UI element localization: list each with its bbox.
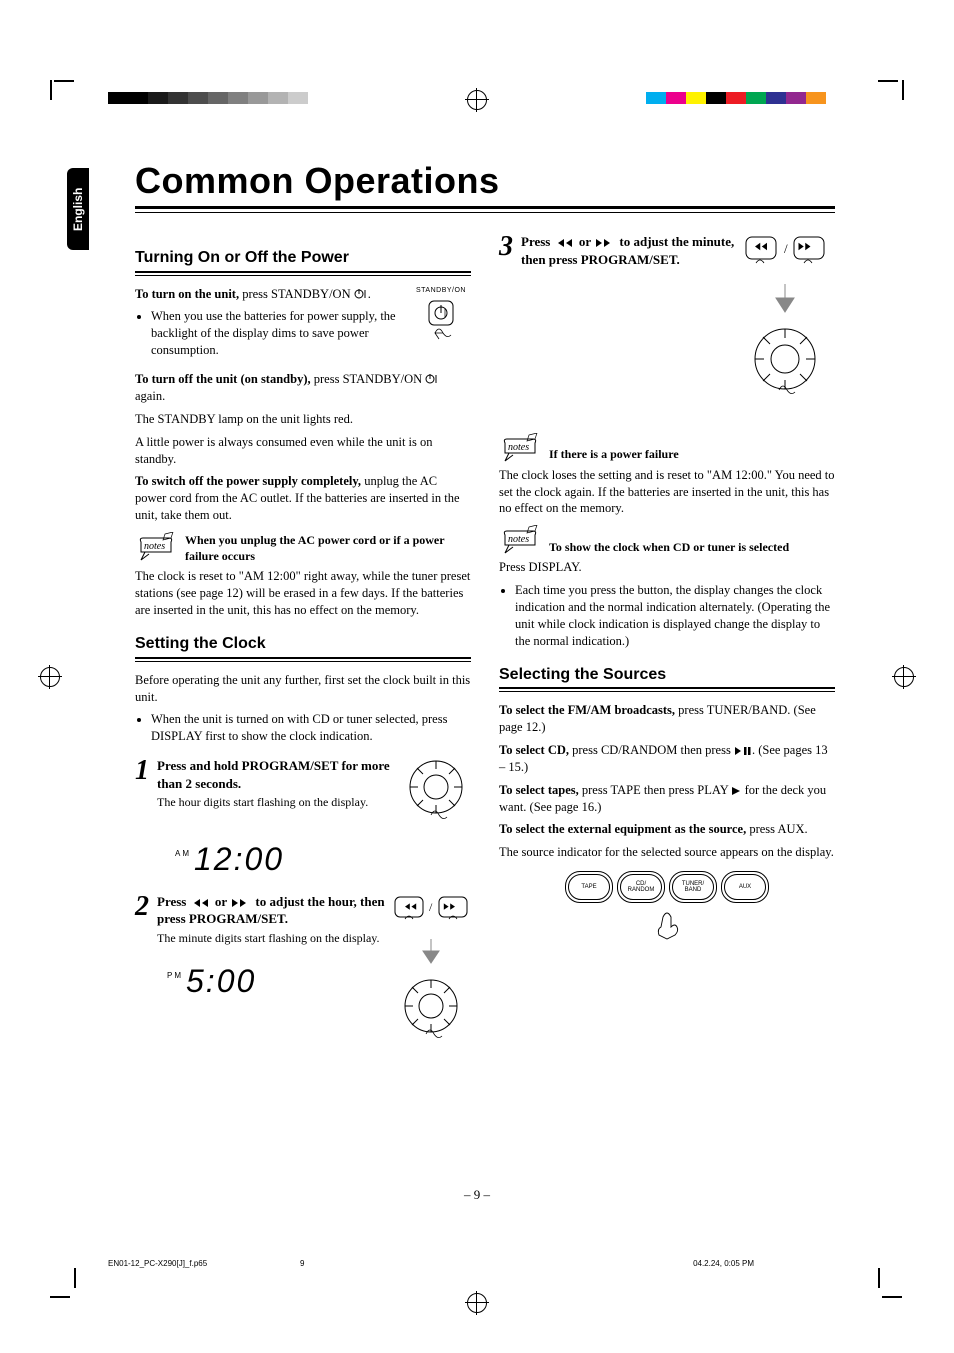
- hand-icon: [647, 909, 687, 945]
- select-tape: To select tapes, press TAPE then press P…: [499, 782, 835, 816]
- tuner-band-button: TUNER/ BAND: [669, 871, 717, 903]
- step-1: 1 Press and hold PROGRAM/SET for more th…: [135, 757, 471, 832]
- right-column: 3 /: [499, 233, 835, 1057]
- svg-text:notes: notes: [508, 442, 529, 453]
- clock-bullet: When the unit is turned on with CD or tu…: [151, 711, 471, 745]
- select-fm: To select the FM/AM broadcasts, press TU…: [499, 702, 835, 736]
- standby-lamp-text: The STANDBY lamp on the unit lights red.: [135, 411, 471, 428]
- step2-text: Press or to adjust the hour, then press …: [157, 894, 385, 927]
- clock-intro: Before operating the unit any further, f…: [135, 672, 471, 706]
- prev-icon: [190, 898, 212, 908]
- registration-mark-top: [467, 90, 487, 110]
- notes-icon: notes: [499, 433, 541, 463]
- lcd-display-1: AM12:00: [175, 838, 471, 881]
- next-icon: [594, 238, 616, 248]
- play-icon: [731, 786, 741, 796]
- note1-body: The clock is reset to "AM 12:00" right a…: [135, 568, 471, 619]
- registration-mark-bottom: [467, 1293, 487, 1313]
- step-num-2: 2: [135, 893, 149, 921]
- note3-press: Press DISPLAY.: [499, 559, 835, 576]
- select-cd: To select CD, press CD/RANDOM then press…: [499, 742, 835, 776]
- tape-button: TAPE: [565, 871, 613, 903]
- jog-dial-icon: [396, 976, 466, 1046]
- page-title: Common Operations: [135, 160, 835, 202]
- jog-dial-icon: [745, 324, 825, 404]
- note-power-failure: notes When you unplug the AC power cord …: [135, 532, 471, 564]
- columns: Turning On or Off the Power STANDBY/ON T…: [135, 233, 835, 1057]
- notes-icon: notes: [499, 525, 541, 555]
- turn-off-text: To turn off the unit (on standby), press…: [135, 371, 471, 405]
- section-clock-title: Setting the Clock: [135, 633, 471, 655]
- note-power-failure-2: notes If there is a power failure: [499, 433, 835, 463]
- section-power-title: Turning On or Off the Power: [135, 247, 471, 269]
- step-num-3: 3: [499, 233, 513, 261]
- page: English Common Operations Turning On or …: [0, 0, 954, 1353]
- svg-text:/: /: [784, 241, 788, 256]
- language-tab: English: [67, 168, 89, 250]
- standby-label: STANDBY/ON: [411, 286, 471, 295]
- hand-press-figure: [499, 909, 835, 950]
- note3-bullet: Each time you press the button, the disp…: [515, 582, 835, 650]
- left-column: Turning On or Off the Power STANDBY/ON T…: [135, 233, 471, 1057]
- power-symbol-icon: [354, 288, 368, 300]
- content: Common Operations Turning On or Off the …: [135, 160, 835, 1057]
- skip-buttons-icon: /: [391, 893, 471, 929]
- note2-title: If there is a power failure: [549, 446, 679, 462]
- note1-title: When you unplug the AC power cord or if …: [185, 532, 471, 564]
- power-symbol-icon: [425, 373, 439, 385]
- play-pause-icon: [734, 746, 752, 756]
- colorbar-grayscale: [108, 92, 328, 104]
- jog-dial-figure: [401, 757, 471, 832]
- switch-off-text: To switch off the power supply completel…: [135, 473, 471, 524]
- registration-mark-right: [894, 667, 914, 687]
- footer-page: 9: [300, 1259, 304, 1268]
- footer-filename: EN01-12_PC-X290[J]_f.p65: [108, 1259, 207, 1268]
- registration-mark-left: [40, 667, 60, 687]
- colorbar-cmyk: [626, 92, 846, 104]
- power-icon: [421, 295, 461, 345]
- standby-button-figure: STANDBY/ON: [411, 286, 471, 350]
- step3-figure: /: [735, 233, 835, 409]
- section-sources-title: Selecting the Sources: [499, 664, 835, 686]
- skip-buttons-icon: /: [740, 233, 830, 273]
- next-icon: [230, 898, 252, 908]
- step2-figure: /: [391, 893, 471, 1051]
- note3-title: To show the clock when CD or tuner is se…: [549, 539, 789, 555]
- step-3: 3 /: [499, 233, 835, 409]
- step1-text: Press and hold PROGRAM/SET for more than…: [157, 758, 390, 791]
- title-underline: [135, 206, 835, 213]
- crop-mark-bl: [50, 1268, 76, 1293]
- arrow-down-icon: [419, 937, 443, 967]
- cd-random-button: CD/ RANDOM: [617, 871, 665, 903]
- step-num-1: 1: [135, 757, 149, 785]
- step3-text: Press or to adjust the minute, then pres…: [521, 234, 734, 267]
- select-ext: To select the external equipment as the …: [499, 821, 835, 838]
- note2-body: The clock loses the setting and is reset…: [499, 467, 835, 518]
- jog-dial-icon: [401, 757, 471, 827]
- svg-text:notes: notes: [144, 541, 165, 552]
- aux-button: AUX: [721, 871, 769, 903]
- notes-icon: notes: [135, 532, 177, 562]
- page-number: – 9 –: [464, 1187, 490, 1203]
- step-2: 2 /: [135, 893, 471, 1051]
- crop-mark-br: [878, 1268, 904, 1293]
- prev-icon: [554, 238, 576, 248]
- footer-timestamp: 04.2.24, 0:05 PM: [693, 1259, 754, 1268]
- source-buttons: TAPE CD/ RANDOM TUNER/ BAND AUX: [499, 871, 835, 903]
- note-show-clock: notes To show the clock when CD or tuner…: [499, 525, 835, 555]
- svg-text:notes: notes: [508, 534, 529, 545]
- svg-text:/: /: [429, 900, 433, 914]
- little-power-text: A little power is always consumed even w…: [135, 434, 471, 468]
- arrow-down-icon: [772, 282, 798, 316]
- source-indicator-text: The source indicator for the selected so…: [499, 844, 835, 861]
